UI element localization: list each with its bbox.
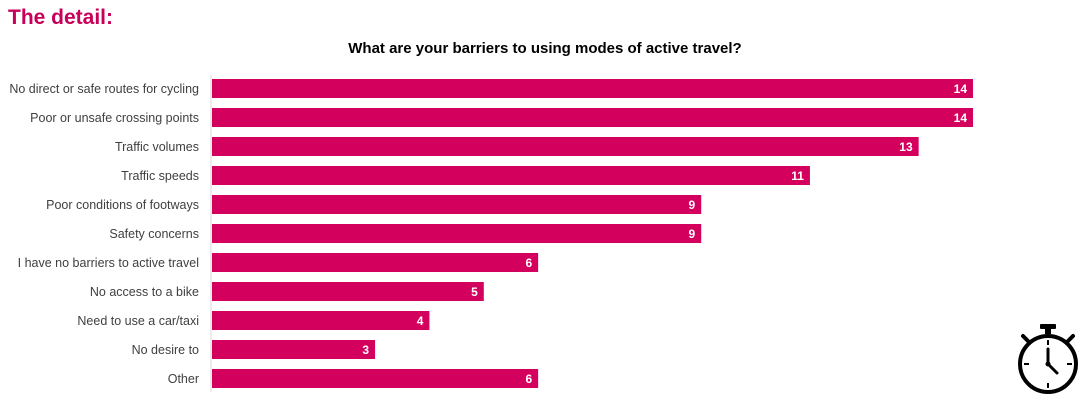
data-label: 3 <box>362 343 369 357</box>
category-label: Traffic speeds <box>121 169 199 183</box>
data-label: 6 <box>525 372 532 386</box>
bar <box>212 253 539 272</box>
stopwatch-icon <box>1018 324 1078 394</box>
page-heading: The detail: <box>8 6 114 29</box>
bar <box>212 108 973 127</box>
category-label: Need to use a car/taxi <box>77 314 199 328</box>
data-label: 9 <box>689 227 696 241</box>
data-label: 9 <box>689 198 696 212</box>
category-label: Traffic volumes <box>115 140 199 154</box>
category-label: I have no barriers to active travel <box>18 256 199 270</box>
category-label: No desire to <box>132 343 199 357</box>
bar <box>212 137 919 156</box>
chart-title: What are your barriers to using modes of… <box>348 40 742 57</box>
category-label: No direct or safe routes for cycling <box>9 82 199 96</box>
category-label: Safety concerns <box>109 227 199 241</box>
data-label: 6 <box>525 256 532 270</box>
category-label: Other <box>168 372 199 386</box>
bar <box>212 166 810 185</box>
data-label: 5 <box>471 285 478 299</box>
bar <box>212 79 973 98</box>
data-label: 4 <box>417 314 424 328</box>
bar <box>212 311 430 330</box>
bar <box>212 195 702 214</box>
bar <box>212 282 484 301</box>
category-label: No access to a bike <box>90 285 199 299</box>
data-label: 13 <box>899 140 913 154</box>
bar <box>212 340 376 359</box>
bar <box>212 369 539 388</box>
category-label: Poor or unsafe crossing points <box>30 111 199 125</box>
data-label: 14 <box>954 111 968 125</box>
data-label: 11 <box>791 169 804 183</box>
bar <box>212 224 702 243</box>
data-label: 14 <box>954 82 968 96</box>
category-label: Poor conditions of footways <box>46 198 199 212</box>
